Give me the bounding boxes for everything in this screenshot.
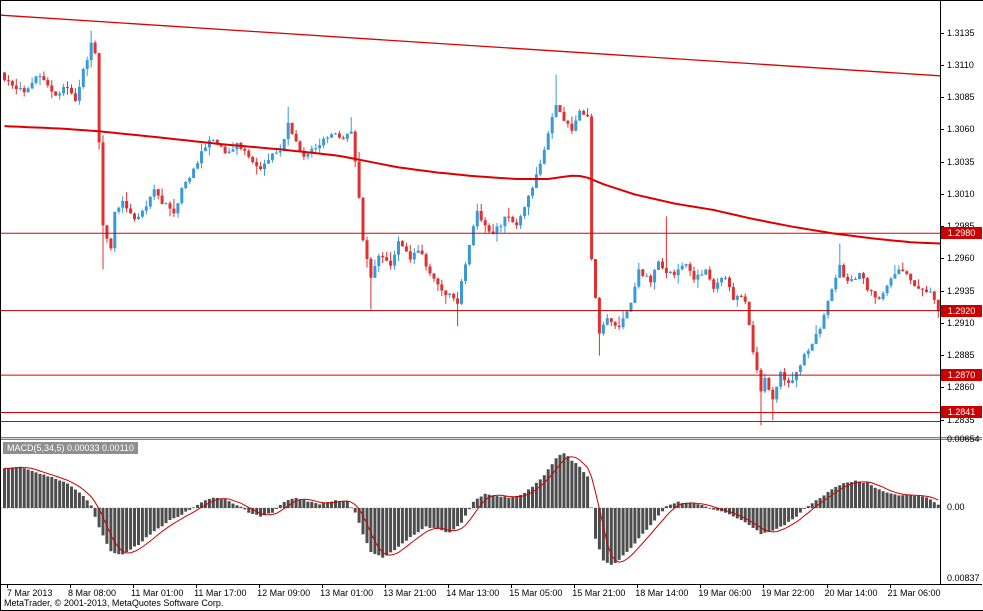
macd-scale-label: 0.00 [947, 502, 965, 512]
time-axis-label: 19 Mar 06:00 [698, 588, 752, 598]
time-tick-mark [196, 585, 198, 588]
price-tick-mark [940, 97, 944, 99]
time-tick-mark [763, 585, 765, 588]
time-axis-label: 18 Mar 14:00 [635, 588, 689, 598]
time-axis-label: 13 Mar 01:00 [320, 588, 374, 598]
time-tick-mark [511, 585, 513, 588]
time-axis-label: 12 Mar 09:00 [257, 588, 311, 598]
price-tick-label: 1.2835 [947, 414, 975, 425]
price-tick-mark [940, 258, 944, 260]
macd-signal-line [4, 456, 939, 563]
price-level-flag: 1.2841 [941, 406, 982, 419]
time-axis-label: 8 Mar 08:00 [68, 588, 117, 598]
price-tick-label: 1.3035 [947, 156, 975, 167]
time-axis-label: 20 Mar 14:00 [824, 588, 878, 598]
time-tick-mark [826, 585, 828, 588]
pane-separator[interactable] [1, 437, 982, 440]
time-axis-label: 13 Mar 21:00 [383, 588, 437, 598]
price-tick-mark [940, 64, 944, 66]
price-tick-mark [940, 226, 944, 228]
time-tick-mark [259, 585, 261, 588]
time-tick-mark [448, 585, 450, 588]
price-tick-label: 1.2960 [947, 253, 975, 264]
time-tick-mark [70, 585, 71, 588]
price-tick-label: 1.3060 [947, 124, 975, 135]
time-axis-label: 15 Mar 21:00 [572, 588, 626, 598]
time-axis-label: 21 Mar 06:00 [887, 588, 941, 598]
price-tick-label: 1.2985 [947, 221, 975, 232]
price-tick-mark [940, 161, 944, 163]
price-tick-label: 1.2910 [947, 317, 975, 328]
time-axis-label: 14 Mar 13:00 [446, 588, 500, 598]
price-tick-label: 1.2860 [947, 382, 975, 393]
time-tick-mark [574, 585, 576, 588]
time-axis-label: 11 Mar 17:00 [194, 588, 247, 598]
price-tick-mark [940, 32, 944, 34]
time-tick-mark [133, 585, 134, 588]
price-tick-mark [940, 387, 944, 389]
price-tick-mark [940, 322, 944, 324]
price-tick-mark [940, 290, 944, 292]
macd-scale-label: 0.00654 [947, 434, 980, 444]
copyright-text: MetaTrader, © 2001-2013, MetaQuotes Soft… [4, 598, 224, 608]
price-axis[interactable]: 1.3135 1.3110 1.3085 1.3060 1.3035 1.3010 1.29… [940, 1, 982, 584]
time-tick-mark [889, 585, 891, 588]
macd-scale-label: 0.00837 [947, 573, 980, 583]
price-tick-mark [940, 355, 944, 357]
price-tick-label: 1.3010 [947, 188, 975, 199]
price-chart-plot[interactable] [1, 1, 940, 437]
time-axis-label: 11 Mar 01:00 [131, 588, 184, 598]
axis-divider [940, 1, 941, 585]
price-tick-label: 1.3110 [947, 59, 974, 70]
price-tick-label: 1.2935 [947, 285, 975, 296]
macd-indicator-label: MACD(5,34,5) 0.00033 0.00110 [3, 442, 138, 454]
price-tick-label: 1.3135 [947, 27, 975, 38]
time-tick-mark [385, 585, 387, 588]
trendline [1, 14, 940, 77]
price-level-flag: 1.2920 [941, 304, 982, 317]
price-tick-label: 1.3085 [947, 92, 975, 103]
moving-average-line [4, 125, 940, 245]
price-tick-mark [940, 193, 944, 195]
price-level-flag: 1.2980 [941, 227, 982, 240]
time-axis[interactable]: MetaTrader, © 2001-2013, MetaQuotes Soft… [1, 585, 982, 608]
time-tick-mark [700, 585, 702, 588]
price-tick-mark [940, 129, 944, 131]
time-tick-mark [322, 585, 324, 588]
price-tick-mark [940, 419, 944, 421]
price-tick-label: 1.2885 [947, 350, 975, 361]
time-axis-label: 19 Mar 22:00 [761, 588, 815, 598]
indicator-bottom-divider [1, 584, 982, 585]
price-level-flag: 1.2870 [941, 369, 982, 382]
time-axis-label: 7 Mar 2013 [6, 588, 53, 598]
time-tick-mark [6, 585, 8, 588]
time-axis-label: 15 Mar 05:00 [509, 588, 563, 598]
time-tick-mark [637, 585, 639, 588]
macd-indicator-plot[interactable] [1, 440, 940, 584]
